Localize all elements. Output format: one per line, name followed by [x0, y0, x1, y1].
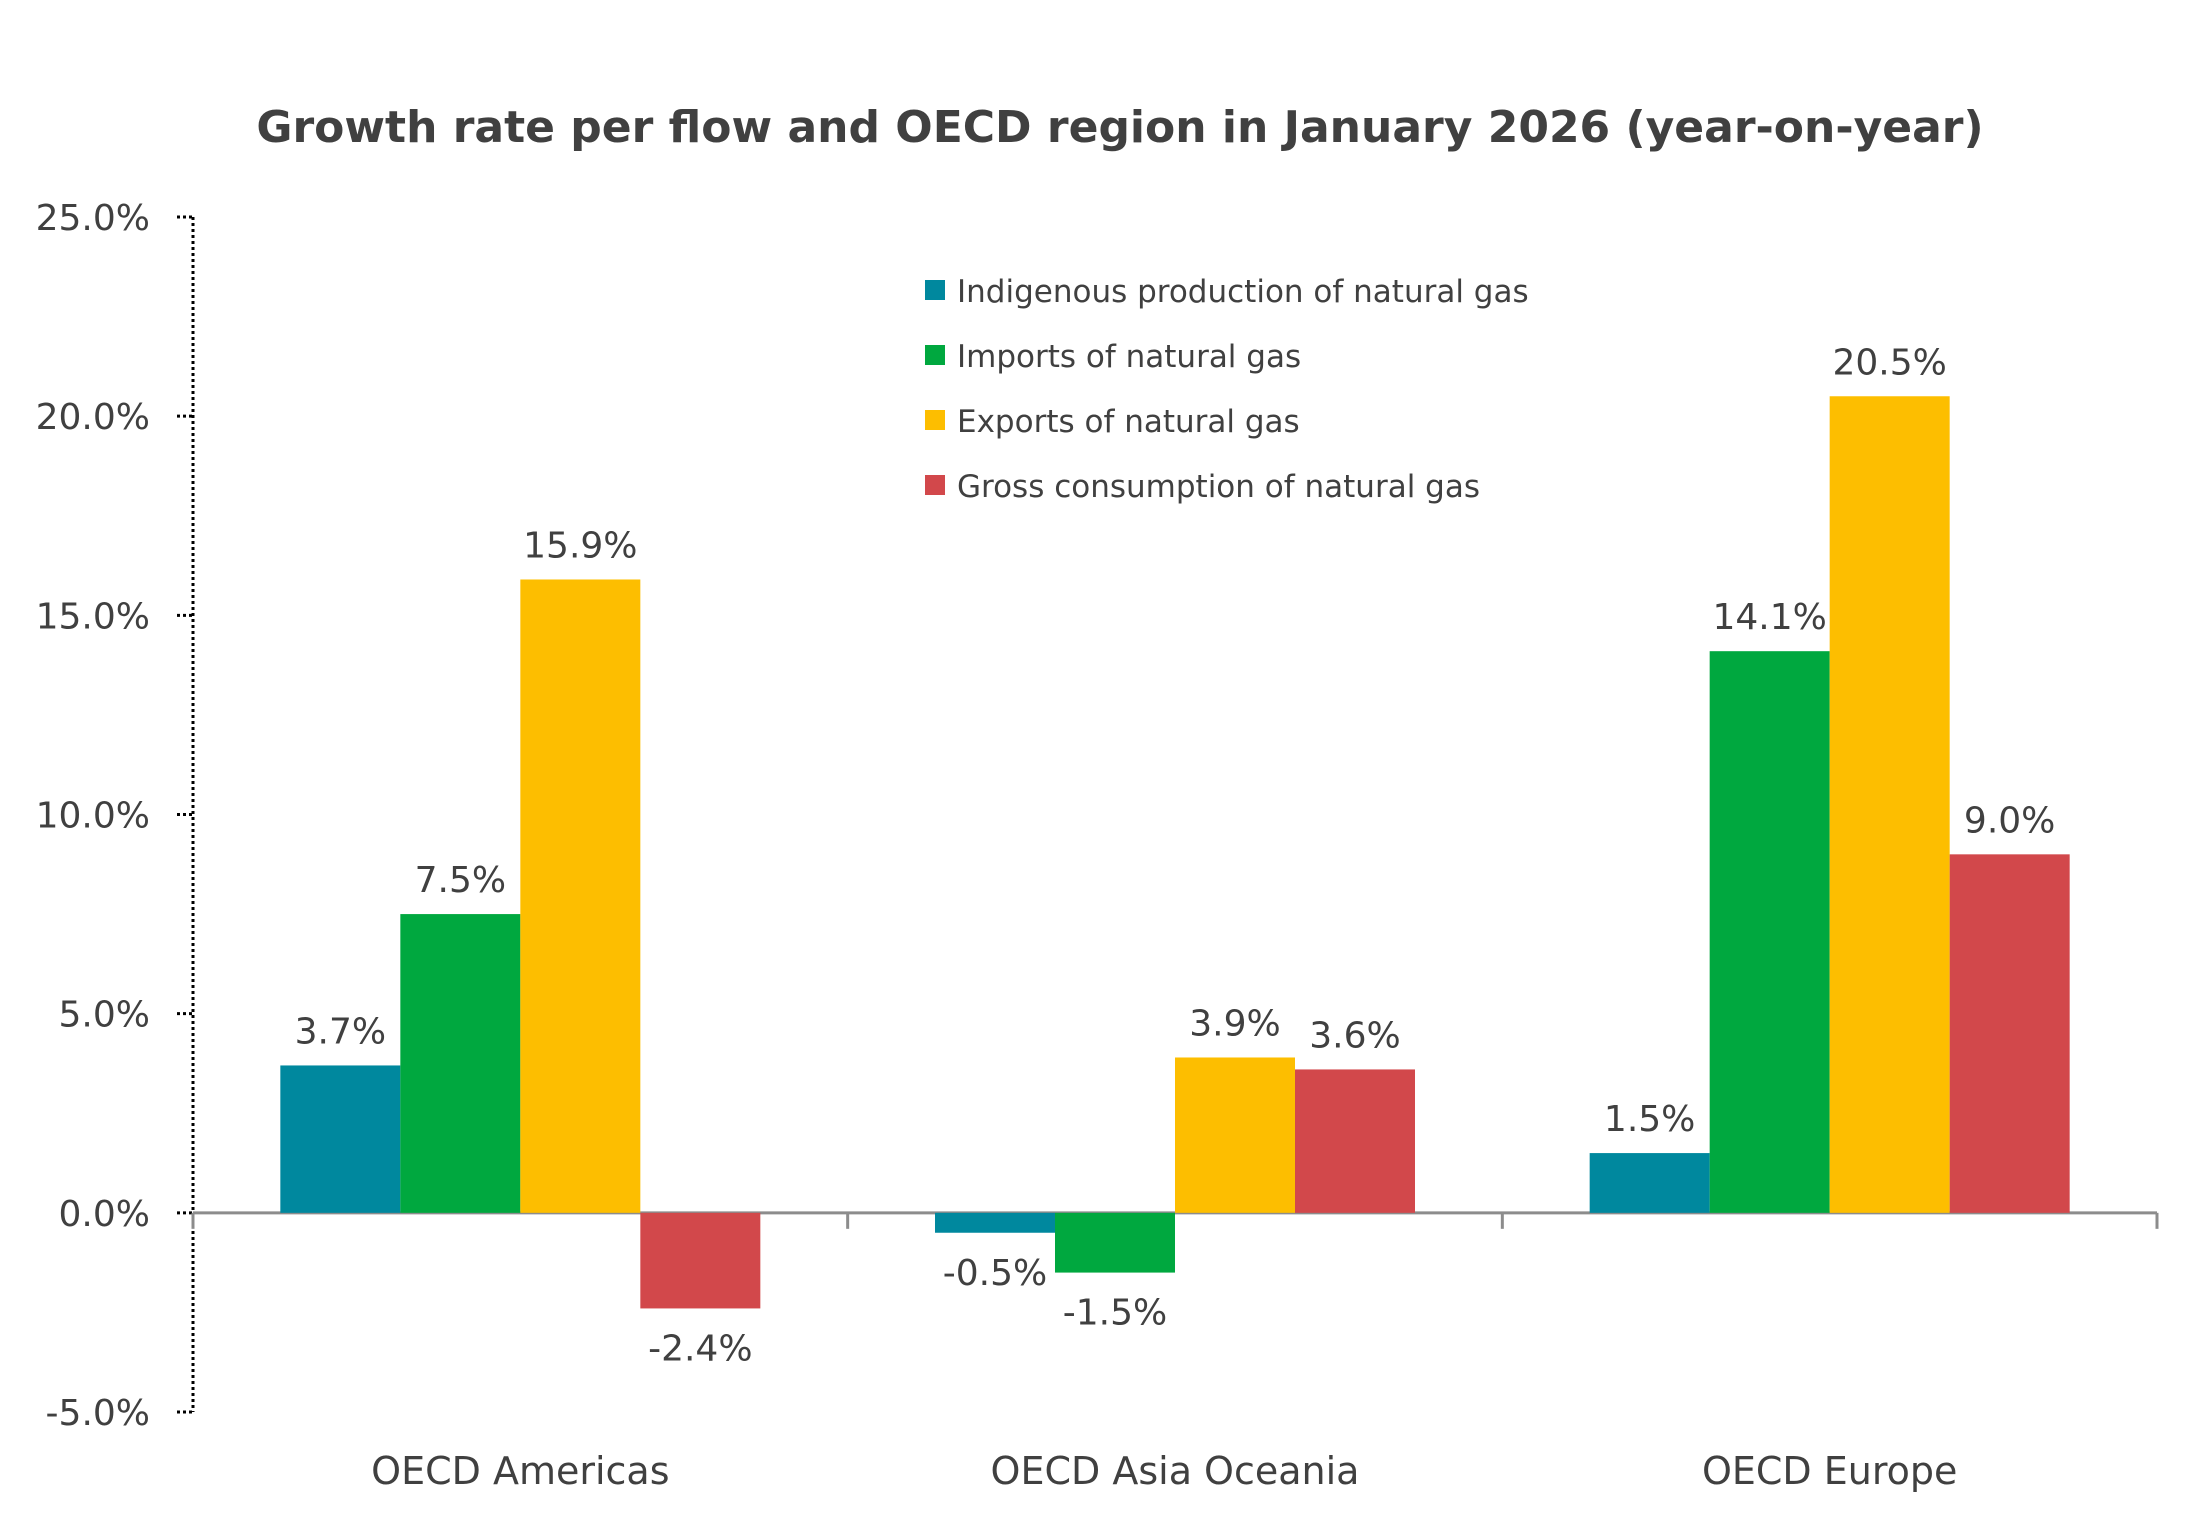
bar	[1949, 854, 2070, 1213]
data-label: 1.5%	[1604, 1099, 1695, 1140]
category-label: OECD Asia Oceania	[991, 1449, 1360, 1493]
data-label: -1.5%	[1063, 1293, 1167, 1334]
legend-item: Indigenous production of natural gas	[925, 274, 1529, 310]
legend-item: Imports of natural gas	[925, 339, 1301, 375]
y-tick-label: 10.0%	[36, 796, 150, 837]
legend-swatch	[925, 280, 945, 300]
data-label: 3.7%	[295, 1011, 386, 1052]
category-label: OECD Europe	[1702, 1449, 1957, 1493]
bars	[280, 396, 2070, 1309]
legend-label: Gross consumption of natural gas	[957, 469, 1480, 505]
legend-item: Gross consumption of natural gas	[925, 469, 1480, 505]
y-tick-label: 25.0%	[36, 198, 150, 239]
data-label: -0.5%	[943, 1253, 1047, 1294]
y-tick-label: 20.0%	[36, 397, 150, 438]
data-labels: 3.7% 7.5% 15.9% -2.4% -0.5% -1.5% 3.9% 3.6% 1.5%…	[295, 342, 2056, 1369]
bar	[400, 914, 521, 1213]
legend-swatch	[925, 475, 945, 495]
y-tick-label: 0.0%	[59, 1194, 150, 1235]
legend-label: Exports of natural gas	[957, 404, 1300, 440]
data-label: 20.5%	[1832, 342, 1946, 383]
data-label: 3.9%	[1189, 1003, 1280, 1044]
x-axis: OECD Americas OECD Asia Oceania OECD Europ…	[191, 1211, 2159, 1493]
data-label: -2.4%	[648, 1328, 752, 1369]
data-label: 14.1%	[1712, 597, 1826, 638]
bar	[280, 1065, 401, 1213]
legend-label: Indigenous production of natural gas	[957, 274, 1529, 310]
legend-swatch	[925, 345, 945, 365]
bar	[1829, 396, 1950, 1213]
y-tick-label: -5.0%	[46, 1393, 150, 1434]
data-label: 3.6%	[1309, 1015, 1400, 1056]
y-tick-label: 15.0%	[36, 596, 150, 637]
y-axis: 25.0% 20.0% 15.0% 10.0% 5.0% 0.0% -5.0%	[36, 198, 195, 1434]
bar	[1589, 1153, 1710, 1213]
data-label: 15.9%	[523, 525, 637, 566]
bar	[640, 1212, 761, 1309]
legend: Indigenous production of natural gas Impo…	[925, 274, 1529, 505]
chart-title: Growth rate per flow and OECD region in …	[256, 102, 1983, 153]
legend-swatch	[925, 410, 945, 430]
bar	[935, 1212, 1055, 1233]
bar	[1055, 1212, 1175, 1273]
data-label: 9.0%	[1964, 800, 2055, 841]
bar	[520, 579, 641, 1213]
legend-label: Imports of natural gas	[957, 339, 1301, 375]
bar	[1175, 1057, 1295, 1213]
category-label: OECD Americas	[371, 1449, 669, 1493]
legend-item: Exports of natural gas	[925, 404, 1300, 440]
y-tick-label: 5.0%	[59, 995, 150, 1036]
data-label: 7.5%	[415, 860, 506, 901]
bar	[1295, 1069, 1415, 1213]
bar	[1709, 651, 1830, 1213]
